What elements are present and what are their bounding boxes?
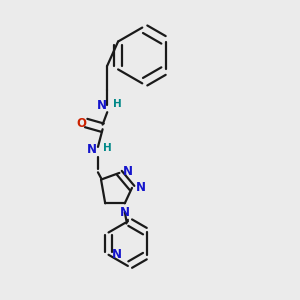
Text: N: N [112, 248, 122, 261]
Text: N: N [120, 206, 130, 218]
Text: H: H [103, 143, 112, 154]
Text: N: N [123, 165, 133, 178]
Text: N: N [87, 143, 98, 157]
Text: H: H [113, 99, 122, 109]
Text: N: N [136, 182, 146, 194]
Text: O: O [76, 116, 86, 130]
Text: N: N [97, 99, 107, 112]
